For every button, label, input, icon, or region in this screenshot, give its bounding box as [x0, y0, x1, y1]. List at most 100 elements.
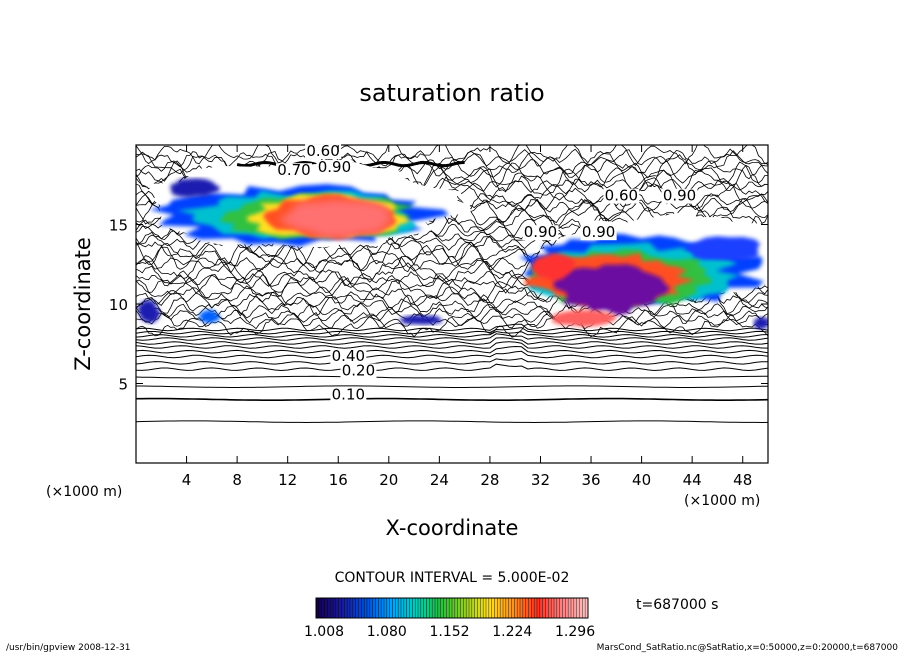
colorbar-tick-label: 1.008 — [304, 624, 344, 640]
colorbar-tick-label: 1.296 — [555, 624, 595, 640]
colorbar-tick-label: 1.080 — [367, 624, 407, 640]
colorbar-segment — [471, 598, 475, 618]
contour-line — [136, 420, 768, 424]
contour-labels: 0.100.200.400.600.70 0.900.60 0.900.90 0.90 — [276, 142, 698, 403]
contour-interval-text: CONTOUR INTERVAL = 5.000E-02 — [335, 570, 570, 586]
colorbar-segment — [412, 598, 416, 618]
colorbar-segment — [429, 598, 433, 618]
colorbar-segment — [375, 598, 379, 618]
colorbar-segment — [344, 598, 348, 618]
colorbar-segment — [338, 598, 342, 618]
contour-line — [136, 302, 768, 319]
contour-label-bg — [305, 144, 342, 160]
colorbar-segment — [418, 598, 422, 618]
colorbar-segment — [389, 598, 393, 618]
contour-label: 0.10 — [332, 385, 365, 403]
time-text: t=687000 s — [636, 597, 718, 613]
x-tick-label: 24 — [430, 471, 449, 489]
colorbar-segment — [454, 598, 458, 618]
colorbar-segment — [565, 598, 569, 618]
contour-line — [136, 312, 768, 330]
contour-line — [136, 350, 768, 359]
colorbar-segment — [551, 598, 555, 618]
contour-line — [136, 333, 768, 341]
colorbar-segment — [497, 598, 501, 618]
colorbar-segment — [386, 598, 390, 618]
contour-label: 0.20 — [342, 362, 375, 380]
contour-label-bg — [330, 387, 367, 403]
colorbar-segment — [406, 598, 410, 618]
contour-line — [136, 145, 768, 167]
colorbar-segment — [528, 598, 532, 618]
colorbar-segment — [452, 598, 456, 618]
x-tick-label: 8 — [232, 471, 242, 489]
y-unit-label: (×1000 m) — [46, 484, 122, 500]
contour-line — [136, 375, 768, 379]
colorbar-segment — [511, 598, 515, 618]
colorbar-tick-labels: 1.008 1.080 1.152 1.224 1.296 — [304, 624, 595, 640]
colorbar-segment — [474, 598, 478, 618]
colorbar — [315, 597, 589, 619]
x-tick-label: 16 — [329, 471, 348, 489]
colorbar-frame — [315, 597, 589, 619]
contour-label: 0.60 — [306, 142, 339, 160]
colorbar-segment — [488, 598, 492, 618]
colorbar-segment — [579, 598, 583, 618]
colorbar-segment — [503, 598, 507, 618]
colorbar-segment — [364, 598, 368, 618]
saturation-region — [170, 178, 221, 198]
colorbar-segment — [437, 598, 441, 618]
colorbar-segment — [525, 598, 529, 618]
colorbar-segment — [477, 598, 481, 618]
contour-line — [136, 337, 768, 345]
x-tick-label: 48 — [733, 471, 752, 489]
footer-right: MarsCond_SatRatio.nc@SatRatio,x=0:50000,… — [597, 643, 899, 653]
x-tick-label: 40 — [632, 471, 651, 489]
colorbar-segment — [335, 598, 339, 618]
colorbar-segment — [466, 598, 470, 618]
saturation-region — [138, 300, 161, 323]
footer-left: /usr/bin/gpview 2008-12-31 — [6, 643, 130, 653]
colorbar-segment — [395, 598, 399, 618]
colorbar-segment — [409, 598, 413, 618]
colorbar-segment — [355, 598, 359, 618]
contour-label: 0.90 — [582, 223, 615, 241]
x-tick-label: 4 — [182, 471, 192, 489]
contour-line — [136, 357, 768, 365]
x-tick-label: 28 — [480, 471, 499, 489]
x-axis-ticks: 4 8 12 16 20 24 28 32 36 40 44 48 — [182, 145, 752, 489]
contour-line — [136, 385, 768, 388]
colorbar-segment — [522, 598, 526, 618]
colorbar-segment — [403, 598, 407, 618]
contour-label: 0.70 — [277, 161, 310, 179]
colorbar-segment — [545, 598, 549, 618]
saturation-region — [279, 199, 394, 238]
colorbar-tick-label: 1.152 — [429, 624, 469, 640]
colorbar-segment — [333, 598, 337, 618]
colorbar-segment — [378, 598, 382, 618]
colorbar-segment — [341, 598, 345, 618]
colorbar-segment — [367, 598, 371, 618]
contour-label: 0.40 — [332, 347, 365, 365]
colorbar-segment — [539, 598, 543, 618]
colorbar-segment — [494, 598, 498, 618]
colorbar-segment — [508, 598, 512, 618]
x-tick-label: 12 — [278, 471, 297, 489]
colorbar-segment — [568, 598, 572, 618]
saturation-region — [198, 309, 221, 323]
x-axis-label: X-coordinate — [386, 516, 519, 540]
contour-label-bg — [522, 225, 559, 241]
colorbar-segment — [542, 598, 546, 618]
saturation-region — [531, 253, 576, 281]
saturation-region — [399, 315, 443, 325]
colorbar-segment — [520, 598, 524, 618]
colorbar-segment — [469, 598, 473, 618]
contour-label-bg — [603, 188, 640, 204]
colorbar-segment — [352, 598, 356, 618]
colorbar-segment — [327, 598, 331, 618]
colorbar-segment — [585, 598, 589, 618]
colorbar-segment — [505, 598, 509, 618]
colorbar-segment — [573, 598, 577, 618]
x-tick-label: 32 — [531, 471, 550, 489]
